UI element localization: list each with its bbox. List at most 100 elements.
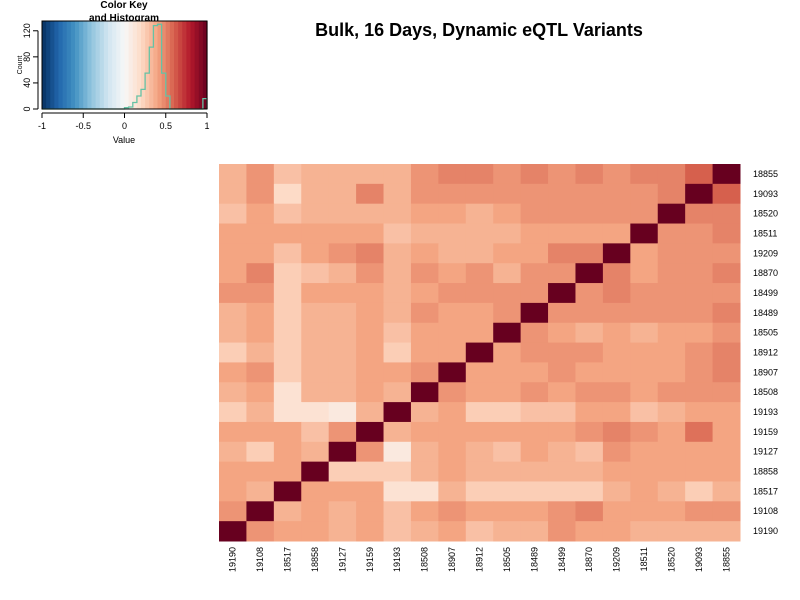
heatmap-cell	[548, 461, 576, 482]
heatmap-cell	[465, 302, 494, 324]
heatmap-cell	[548, 322, 576, 344]
heatmap-cell	[493, 183, 522, 205]
heatmap-cell	[575, 421, 604, 443]
heatmap-cell	[602, 164, 631, 185]
heatmap-cell	[602, 183, 631, 205]
heatmap-cell	[383, 382, 412, 403]
heatmap-cell	[246, 203, 275, 225]
heatmap-cell	[438, 223, 467, 244]
heatmap-cell	[301, 441, 330, 463]
heatmap-cell	[410, 441, 439, 463]
heatmap-cell	[328, 183, 357, 205]
color-key-strip	[178, 21, 183, 109]
heatmap-cell	[493, 382, 522, 403]
heatmap-cell	[493, 441, 522, 463]
heatmap-cell	[520, 183, 549, 205]
heatmap-cell	[356, 183, 385, 205]
col-label: 19190	[228, 547, 238, 572]
heatmap-cell	[410, 203, 439, 225]
heatmap-cell	[356, 402, 385, 423]
heatmap-cell	[493, 263, 522, 284]
color-key-frame	[41, 20, 208, 110]
color-key-x-tick-label: -1	[38, 121, 46, 131]
heatmap-cell	[465, 501, 494, 522]
row-label: 18855	[753, 169, 778, 179]
col-label: 18912	[475, 547, 485, 572]
row-label: 18489	[753, 308, 778, 318]
heatmap-cell	[383, 223, 412, 244]
heatmap-cell	[328, 501, 357, 522]
heatmap-cell	[520, 402, 549, 423]
heatmap-cell	[520, 501, 549, 522]
color-key-strip	[186, 21, 192, 109]
col-label: 18855	[721, 547, 731, 572]
heatmap-cell	[657, 501, 686, 522]
heatmap-cell	[438, 461, 467, 482]
heatmap-cell	[712, 501, 741, 522]
heatmap-cell	[712, 382, 741, 403]
heatmap-cell	[219, 501, 247, 522]
heatmap-cell	[219, 481, 247, 502]
col-label: 19209	[612, 547, 622, 572]
color-key-strip	[91, 21, 97, 109]
heatmap-cell	[356, 441, 385, 463]
heatmap-cell	[630, 302, 659, 324]
heatmap-cell	[328, 461, 357, 482]
row-label: 18907	[753, 367, 778, 377]
heatmap-cell	[465, 243, 494, 264]
heatmap-cell	[575, 322, 604, 344]
heatmap-cell	[685, 243, 714, 264]
row-label: 19127	[753, 447, 778, 457]
heatmap-cell	[548, 342, 576, 363]
heatmap-cell	[410, 342, 439, 363]
color-key-y-tick-label: 120	[22, 23, 32, 38]
heatmap-cell	[246, 243, 275, 264]
color-key-title-line2: and Histogram	[89, 13, 159, 24]
heatmap-cell	[438, 322, 467, 344]
heatmap-cell	[438, 481, 467, 502]
heatmap-cell	[438, 302, 467, 324]
heatmap-cell	[301, 164, 330, 185]
row-label: 18520	[753, 209, 778, 219]
heatmap-cell	[712, 203, 741, 225]
heatmap-cell	[630, 342, 659, 363]
heatmap-cell	[548, 382, 576, 403]
heatmap-cell	[548, 223, 576, 244]
heatmap-cell	[301, 263, 330, 284]
heatmap-cell	[273, 164, 302, 185]
heatmap-cell	[712, 362, 741, 383]
heatmap-cell	[465, 223, 494, 244]
heatmap-cell	[219, 223, 247, 244]
heatmap-cell	[630, 203, 659, 225]
heatmap-cell	[246, 322, 275, 344]
color-key-strip	[58, 21, 64, 109]
heatmap-cell	[356, 223, 385, 244]
heatmap-cell	[657, 263, 686, 284]
heatmap-cell	[465, 203, 494, 225]
heatmap-cell	[301, 382, 330, 403]
heatmap-cell	[712, 223, 741, 244]
row-label: 18870	[753, 268, 778, 278]
heatmap-cell	[410, 382, 439, 403]
heatmap-cell	[246, 481, 275, 502]
heatmap-cell	[219, 402, 247, 423]
color-key-strip	[132, 21, 138, 109]
heatmap-cell	[685, 461, 714, 482]
heatmap-cell	[520, 481, 549, 502]
heatmap-cell	[273, 461, 302, 482]
color-key-strip	[116, 21, 121, 109]
heatmap-cell	[465, 164, 494, 185]
heatmap-cell	[438, 203, 467, 225]
heatmap-cell	[219, 521, 247, 542]
heatmap-cell	[630, 421, 659, 443]
color-key-strip	[198, 21, 204, 109]
heatmap-cell	[575, 402, 604, 423]
heatmap-cell	[575, 461, 604, 482]
heatmap-cell	[219, 421, 247, 443]
heatmap-cell	[410, 302, 439, 324]
heatmap-cell	[301, 322, 330, 344]
heatmap-cell	[356, 461, 385, 482]
color-key-strip	[202, 21, 208, 109]
color-key-histogram	[42, 23, 208, 110]
